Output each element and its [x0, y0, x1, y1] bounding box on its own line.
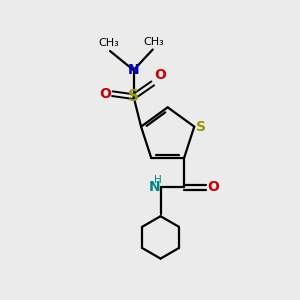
Text: O: O [154, 68, 166, 82]
Text: N: N [149, 180, 161, 194]
Text: O: O [99, 87, 111, 101]
Text: CH₃: CH₃ [144, 37, 165, 46]
Text: S: S [128, 89, 139, 104]
Text: N: N [128, 63, 140, 77]
Text: O: O [208, 180, 220, 194]
Text: S: S [196, 120, 206, 134]
Text: CH₃: CH₃ [98, 38, 119, 48]
Text: H: H [154, 175, 162, 185]
